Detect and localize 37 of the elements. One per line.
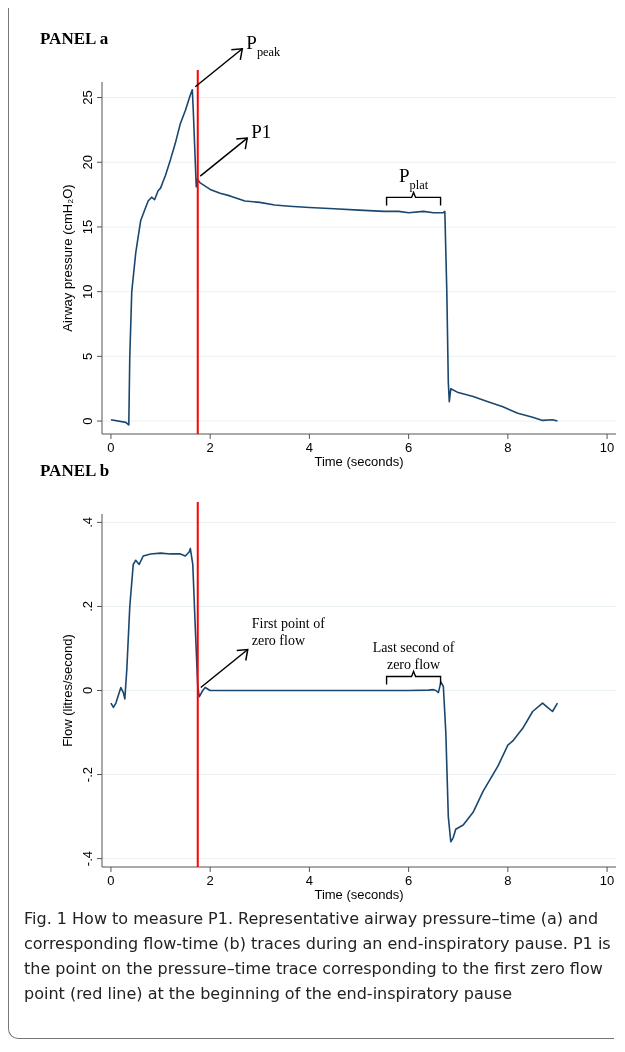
chart-title: PANEL a [40,29,109,48]
annotation: P$_{peak}$ [246,31,281,59]
y-tick-label: -.2 [80,766,95,783]
x-tick-label: 8 [504,873,512,888]
annotation: P1 [251,121,272,143]
y-tick-label: -.4 [80,851,95,867]
x-tick-label: 6 [405,440,413,455]
y-axis-title: Flow (litres/second) [60,634,75,747]
y-tick-label: 10 [80,284,95,299]
y-tick-label: .2 [80,601,95,612]
x-tick-label: 2 [206,440,214,455]
y-tick-label: 20 [80,155,95,170]
annotation: Last second of zero flow [372,639,455,672]
y-tick-label: 0 [80,417,95,425]
x-tick-label: 2 [206,873,214,888]
x-tick-label: 4 [305,873,313,888]
x-tick-label: 4 [305,440,313,455]
x-tick-label: 10 [599,873,615,888]
caption: Fig. 1 How to measure P1. Representative airway pressure–time (a) and corresponding flow-time (b) traces during an end-inspiratory pause. P1 is the point on the pressure–time trace corresponding to the first zero flow point (red line) at the beginning of the end-inspiratory pause [24,908,612,1005]
annotation: P$_{plat}$ [399,165,429,193]
y-tick-label: 15 [80,219,95,235]
x-axis-title: Time (seconds) [314,887,404,902]
x-tick-label: 0 [107,873,115,888]
y-tick-label: 5 [80,352,95,360]
x-tick-label: 8 [504,440,512,455]
y-tick-label: .4 [80,516,95,528]
line-series [110,88,559,426]
x-axis-title: Time (seconds) [314,454,404,469]
y-tick-label: 0 [80,686,95,695]
annotation: First point of zero flow [251,615,326,648]
y-axis-title: Airway pressure (cmH₂O) [60,184,75,332]
x-tick-label: 6 [405,873,413,888]
x-tick-label: 0 [107,440,115,455]
chart-title: PANEL b [40,461,110,480]
x-tick-label: 10 [599,440,615,455]
y-tick-label: 25 [80,90,95,105]
line-series [110,547,559,843]
